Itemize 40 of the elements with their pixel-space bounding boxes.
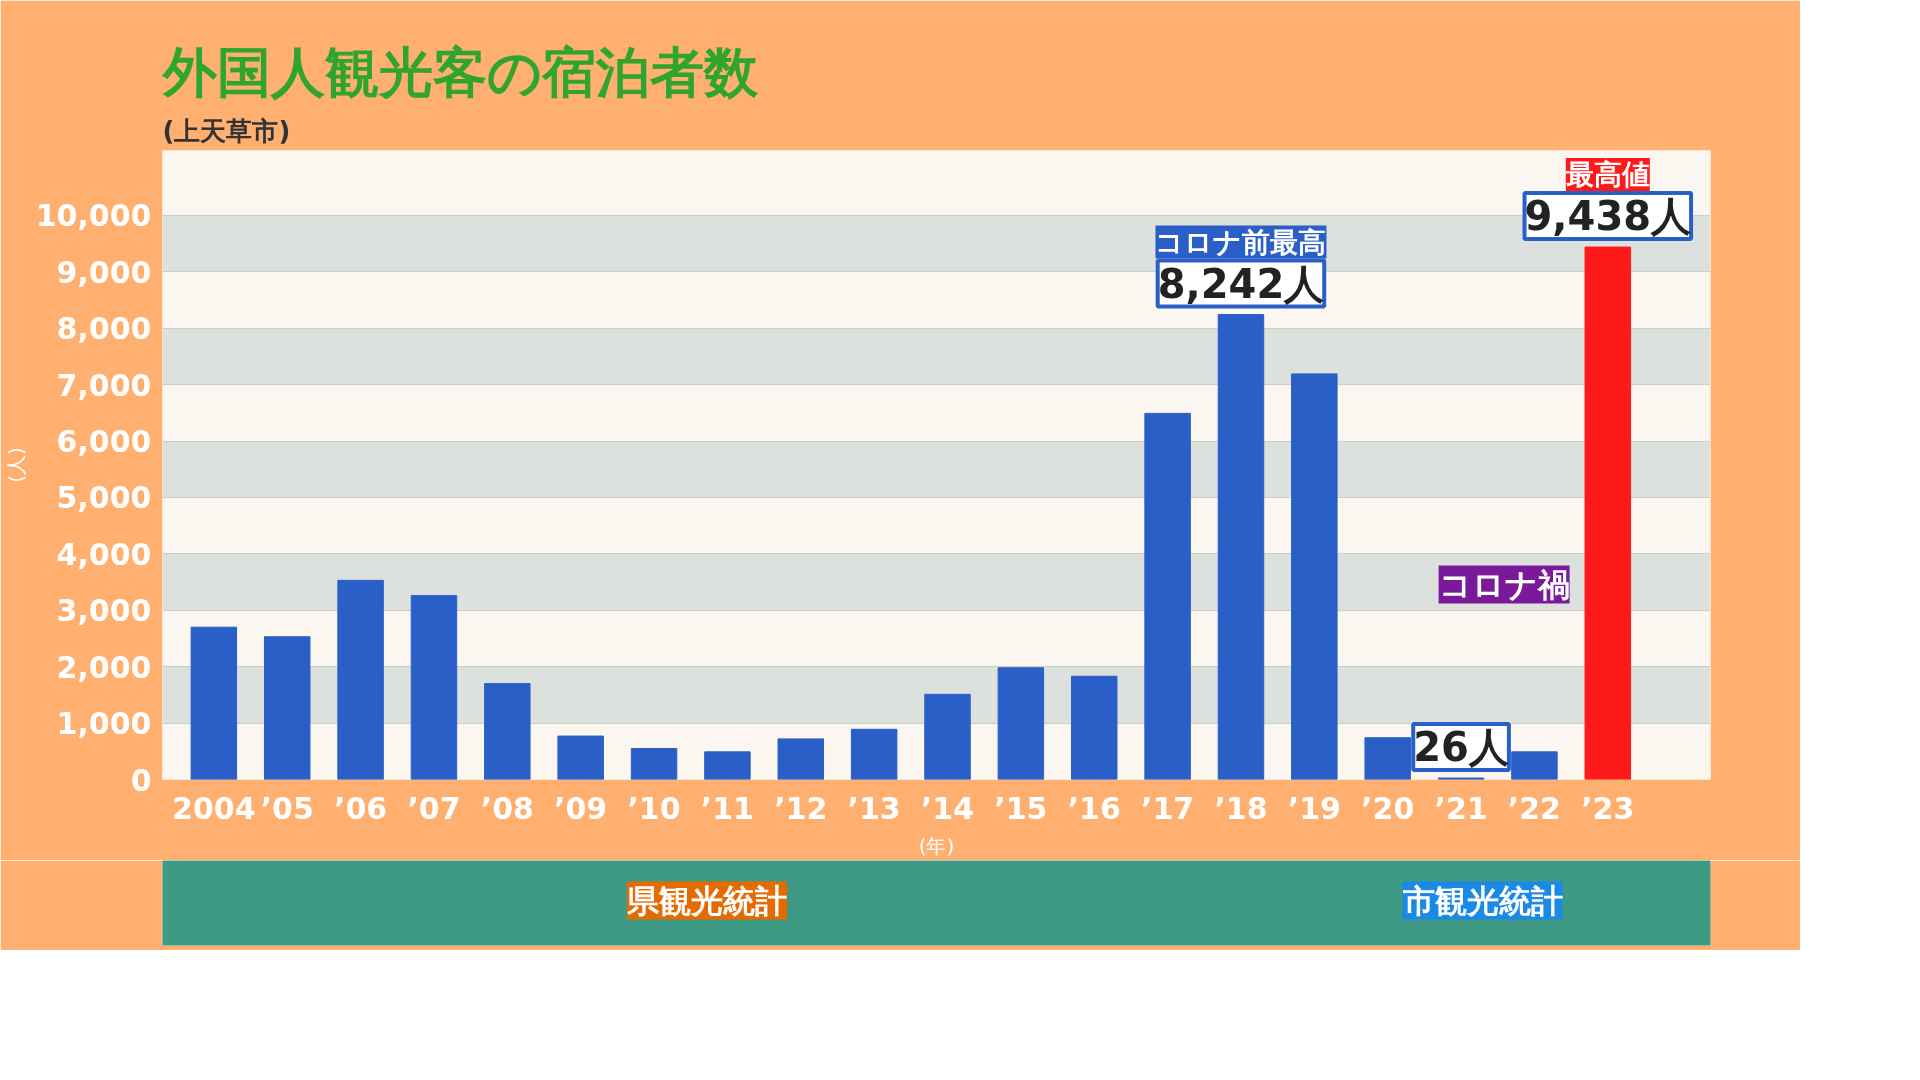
y-tick-label: 7,000 xyxy=(56,367,152,403)
annotation: コロナ前最高 xyxy=(1155,225,1327,259)
y-tick-label: 0 xyxy=(130,762,152,798)
x-tick-label: ’07 xyxy=(407,790,461,826)
x-tick-label: ’12 xyxy=(774,790,828,826)
x-tick-label: ’17 xyxy=(1141,790,1195,826)
text: 県観光統計 xyxy=(626,881,787,920)
y-tick-label: 5,000 xyxy=(56,480,152,516)
x-tick-label: ’15 xyxy=(994,790,1048,826)
y-tick-label: 3,000 xyxy=(56,593,152,629)
y-tick-label: 8,000 xyxy=(56,311,152,347)
x-axis-title: (年) xyxy=(918,833,955,858)
chart-subtitle: (上天草市) xyxy=(162,115,291,146)
y-tick-label: 10,000 xyxy=(35,198,152,234)
x-tick-label: ’21 xyxy=(1434,790,1488,826)
x-tick-label: ’08 xyxy=(480,790,534,826)
y-tick-label: 2,000 xyxy=(56,649,152,685)
x-tick-label: ’14 xyxy=(920,790,975,826)
x-tick-label: ’19 xyxy=(1287,790,1341,826)
x-tick-label: ’05 xyxy=(260,790,314,826)
annotation: 最高値 xyxy=(1564,158,1650,192)
x-tick-label: ’23 xyxy=(1581,790,1635,826)
text: 市観光統計 xyxy=(1401,881,1563,920)
x-tick-label: ’11 xyxy=(700,790,754,826)
x-tick-label: ’22 xyxy=(1507,790,1562,826)
chart-title: 外国人観光客の宿泊者数 xyxy=(160,40,759,104)
x-tick-label: ’06 xyxy=(334,790,388,826)
x-tick-label: ’10 xyxy=(627,790,681,826)
y-axis-title: (人) xyxy=(3,447,28,483)
x-tick-label: 2004 xyxy=(172,790,256,826)
x-tick-label: ’09 xyxy=(554,790,608,826)
y-tick-label: 4,000 xyxy=(56,536,152,572)
x-tick-label: ’18 xyxy=(1214,790,1268,826)
y-tick-label: 1,000 xyxy=(56,706,152,742)
y-tick-label: 9,000 xyxy=(56,254,152,290)
y-tick-label: 6,000 xyxy=(56,424,152,460)
x-tick-label: ’13 xyxy=(847,790,901,826)
x-tick-label: ’16 xyxy=(1067,790,1121,826)
x-tick-label: ’20 xyxy=(1361,790,1415,826)
annotation: コロナ禍 xyxy=(1438,565,1570,604)
